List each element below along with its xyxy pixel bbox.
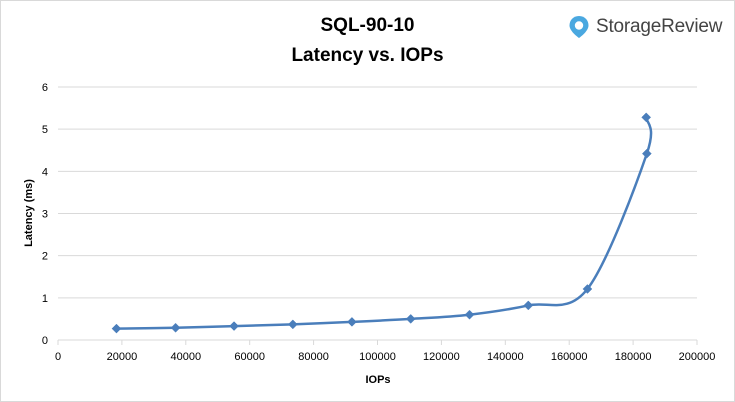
data-point-marker	[111, 323, 122, 334]
brand-logo: StorageReview	[568, 15, 722, 39]
y-axis-label: Latency (ms)	[23, 179, 35, 247]
series-line	[116, 117, 653, 330]
data-point-marker	[523, 300, 534, 311]
chart-title: SQL-90-10	[320, 15, 415, 36]
x-tick-label: 140000	[487, 351, 524, 363]
y-tick-label: 1	[42, 293, 48, 305]
data-point-marker	[170, 322, 181, 333]
x-tick-label: 80000	[298, 351, 329, 363]
y-tick-label: 5	[42, 124, 48, 136]
data-point-marker	[641, 148, 652, 159]
brand-name: StorageReview	[596, 16, 723, 37]
x-tick-label: 60000	[234, 351, 265, 363]
data-point-marker	[287, 319, 298, 330]
data-point-marker	[347, 317, 357, 327]
data-point-marker	[405, 314, 416, 324]
y-tick-label: 0	[42, 335, 48, 347]
x-axis-label: IOPs	[365, 374, 390, 386]
y-tick-label: 2	[42, 251, 48, 263]
x-tick-label: 120000	[423, 351, 460, 363]
y-tick-label: 4	[42, 166, 48, 178]
data-point-marker	[464, 309, 475, 320]
data-point-marker	[229, 321, 239, 331]
x-tick-label: 20000	[107, 351, 138, 363]
map-pin-logo-icon	[569, 16, 589, 38]
x-tick-label: 0	[55, 351, 61, 363]
data-point-marker	[641, 112, 652, 123]
y-tick-label: 6	[42, 82, 48, 94]
x-tick-label: 180000	[615, 351, 652, 363]
y-tick-label: 3	[42, 209, 48, 221]
data-point-marker	[582, 284, 593, 294]
x-tick-label: 160000	[551, 351, 588, 363]
chart-subtitle: Latency vs. IOPs	[291, 45, 444, 66]
x-tick-label: 100000	[359, 351, 396, 363]
x-tick-label: 200000	[679, 351, 716, 363]
x-tick-label: 40000	[171, 351, 202, 363]
